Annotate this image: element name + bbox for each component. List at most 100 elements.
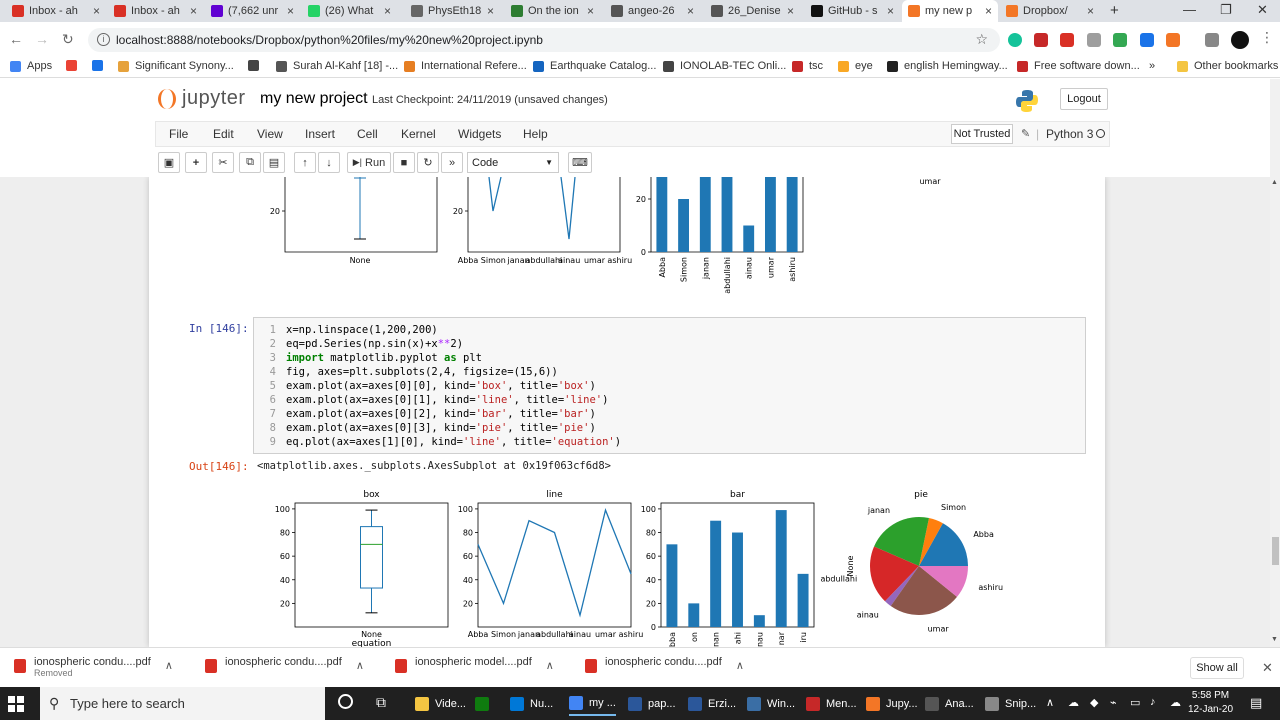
- extension-icon[interactable]: [1166, 33, 1180, 47]
- extension-icon[interactable]: [1205, 33, 1219, 47]
- kernel-name[interactable]: Python 3: [1046, 127, 1094, 141]
- grammarly-extension-icon[interactable]: [1008, 33, 1022, 47]
- move-up-button[interactable]: ↑: [294, 152, 316, 173]
- jupyter-logo[interactable]: jupyter: [158, 87, 246, 110]
- tab-close-icon[interactable]: ×: [984, 4, 992, 18]
- download-item[interactable]: ionospheric model....pdf ∧: [395, 656, 554, 673]
- menu-cell[interactable]: Cell: [357, 127, 378, 141]
- browser-tab[interactable]: (26) What ×: [302, 0, 397, 22]
- bookmark-item[interactable]: Other bookmarks: [1177, 60, 1278, 72]
- tray-icon[interactable]: ☁: [1068, 697, 1079, 709]
- taskbar-app[interactable]: Jupy...: [866, 692, 918, 716]
- menu-widgets[interactable]: Widgets: [458, 127, 502, 141]
- forward-icon[interactable]: →: [35, 31, 49, 47]
- browser-tab[interactable]: 26_Denise ×: [705, 0, 800, 22]
- tab-close-icon[interactable]: ×: [586, 4, 594, 18]
- browser-menu-icon[interactable]: ⋮: [1260, 29, 1274, 45]
- bookmark-item[interactable]: [248, 60, 265, 71]
- close-downloads-icon[interactable]: ✕: [1262, 660, 1273, 675]
- browser-tab[interactable]: Dropbox/ ×: [1000, 0, 1100, 22]
- system-tray-chevron-icon[interactable]: ∧: [1046, 697, 1055, 709]
- bookmark-item[interactable]: Significant Synony...: [118, 60, 234, 72]
- dropbox-tray-icon[interactable]: ◆: [1090, 697, 1099, 709]
- move-down-button[interactable]: ↓: [318, 152, 340, 173]
- bookmark-star-icon[interactable]: ☆: [975, 31, 988, 47]
- extension-icon[interactable]: [1060, 33, 1074, 47]
- tab-close-icon[interactable]: ×: [92, 4, 100, 18]
- new-tab-button[interactable]: +: [1110, 2, 1119, 19]
- maximize-icon[interactable]: ❐: [1220, 2, 1232, 17]
- tab-close-icon[interactable]: ×: [189, 4, 197, 18]
- command-palette-button[interactable]: ⌨: [568, 152, 592, 173]
- download-item[interactable]: ionospheric condu....pdf ∧: [585, 656, 744, 673]
- menu-view[interactable]: View: [257, 127, 283, 141]
- taskbar-app[interactable]: [475, 692, 495, 716]
- bookmark-item[interactable]: Apps: [10, 60, 52, 72]
- bookmark-item[interactable]: Free software down...: [1017, 60, 1140, 72]
- menu-insert[interactable]: Insert: [305, 127, 336, 141]
- reload-icon[interactable]: ↻: [62, 31, 74, 47]
- edit-pencil-icon[interactable]: ✎: [1021, 128, 1031, 140]
- taskbar-app[interactable]: Ana...: [925, 692, 974, 716]
- taskbar-app[interactable]: my ...: [569, 692, 616, 716]
- tab-close-icon[interactable]: ×: [286, 4, 294, 18]
- cell-type-select[interactable]: Code ▼: [467, 152, 559, 173]
- shield-extension-icon[interactable]: [1113, 33, 1127, 47]
- menu-kernel[interactable]: Kernel: [401, 127, 436, 141]
- taskbar-search-input[interactable]: ⚲ Type here to search: [40, 687, 325, 720]
- taskbar-app[interactable]: Men...: [806, 692, 857, 716]
- site-info-icon[interactable]: i: [97, 33, 110, 46]
- restart-run-all-button[interactable]: »: [441, 152, 463, 173]
- chevron-up-icon[interactable]: ∧: [164, 660, 173, 672]
- browser-tab[interactable]: angeo-26 ×: [605, 0, 700, 22]
- browser-tab[interactable]: (7,662 unr ×: [205, 0, 300, 22]
- taskbar-app[interactable]: Win...: [747, 692, 795, 716]
- browser-tab[interactable]: Inbox - ah ×: [108, 0, 203, 22]
- network-icon[interactable]: ⌁: [1110, 697, 1117, 709]
- cut-button[interactable]: ✂: [212, 152, 234, 173]
- download-item[interactable]: ionospheric condu....pdf Removed ∧: [14, 656, 173, 678]
- cortana-icon[interactable]: [338, 694, 353, 709]
- browser-tab[interactable]: On the ion ×: [505, 0, 600, 22]
- bookmark-item[interactable]: tsc: [792, 60, 823, 72]
- copy-button[interactable]: ⧉: [239, 152, 261, 173]
- logout-button[interactable]: Logout: [1060, 88, 1108, 110]
- tab-close-icon[interactable]: ×: [486, 4, 494, 18]
- insert-cell-button[interactable]: +: [185, 152, 207, 173]
- browser-tab[interactable]: Inbox - ah ×: [6, 0, 106, 22]
- tab-close-icon[interactable]: ×: [786, 4, 794, 18]
- back-icon[interactable]: ←: [9, 31, 23, 47]
- browser-tab[interactable]: GitHub - s ×: [805, 0, 900, 22]
- close-window-icon[interactable]: ✕: [1257, 2, 1268, 17]
- chevron-up-icon[interactable]: ∧: [355, 660, 364, 672]
- bookmark-item[interactable]: »: [1149, 60, 1155, 72]
- scroll-down-arrow[interactable]: ▼: [1271, 636, 1278, 643]
- paste-button[interactable]: ▤: [263, 152, 285, 173]
- bookmark-item[interactable]: [92, 60, 109, 71]
- menu-file[interactable]: File: [169, 127, 189, 141]
- page-scrollbar[interactable]: ▲ ▼: [1270, 79, 1280, 647]
- dropbox-extension-icon[interactable]: [1140, 33, 1154, 47]
- battery-icon[interactable]: ▭: [1130, 697, 1141, 709]
- scroll-up-arrow[interactable]: ▲: [1271, 179, 1278, 186]
- save-button[interactable]: ▣: [158, 152, 180, 173]
- extension-icon[interactable]: [1034, 33, 1048, 47]
- bookmark-item[interactable]: International Refere...: [404, 60, 527, 72]
- chevron-up-icon[interactable]: ∧: [545, 660, 554, 672]
- bookmark-item[interactable]: english Hemingway...: [887, 60, 1008, 72]
- notebook-title[interactable]: my new project: [260, 90, 368, 107]
- profile-avatar[interactable]: [1231, 31, 1249, 49]
- bookmark-item[interactable]: eye: [838, 60, 873, 72]
- download-item[interactable]: ionospheric condu....pdf ∧: [205, 656, 364, 673]
- address-bar[interactable]: i localhost:8888/notebooks/Dropbox/pytho…: [88, 28, 1000, 52]
- taskbar-app[interactable]: pap...: [628, 692, 676, 716]
- notifications-icon[interactable]: ▤: [1250, 695, 1263, 710]
- browser-tab[interactable]: PhysEth18 ×: [405, 0, 500, 22]
- not-trusted-button[interactable]: Not Trusted: [951, 124, 1013, 144]
- chevron-up-icon[interactable]: ∧: [735, 660, 744, 672]
- taskbar-app[interactable]: Vide...: [415, 692, 466, 716]
- bookmark-item[interactable]: [66, 60, 83, 71]
- windows-start-icon[interactable]: [8, 696, 24, 712]
- bookmark-item[interactable]: IONOLAB-TEC Onli...: [663, 60, 786, 72]
- browser-tab[interactable]: my new p ×: [902, 0, 998, 22]
